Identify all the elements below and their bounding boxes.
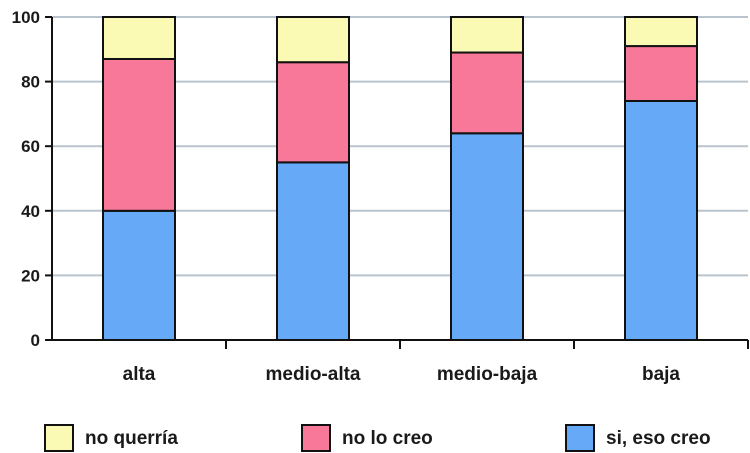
y-tick-label-0: 0 <box>31 331 40 350</box>
legend: no querría no lo creo si, eso creo <box>44 424 711 452</box>
bar-alta-no-lo-creo <box>102 57 176 212</box>
legend-item-si-eso-creo: si, eso creo <box>565 424 711 452</box>
bar-baja-si-eso-creo <box>624 99 698 342</box>
bar-medio-baja-no-lo-creo <box>450 51 524 135</box>
y-tick-label-100: 100 <box>12 8 40 27</box>
y-tick-label-80: 80 <box>21 73 40 92</box>
x-category-labels: alta medio-alta medio-baja baja <box>123 364 681 385</box>
axes <box>45 16 749 349</box>
bar-medio-alta-no-lo-creo <box>276 61 350 164</box>
y-tick-labels: 0 20 40 60 80 100 <box>12 8 40 350</box>
y-tick-label-60: 60 <box>21 137 40 156</box>
bar-medio-alta-no-querria <box>276 16 350 64</box>
bar-medio-alta-si-eso-creo <box>276 161 350 341</box>
bar-medio-baja-si-eso-creo <box>450 132 524 341</box>
bar-baja-no-querria <box>624 16 698 48</box>
bar-alta-si-eso-creo <box>102 209 176 341</box>
legend-label-no-lo-creo: no lo creo <box>342 428 433 449</box>
legend-item-no-lo-creo: no lo creo <box>301 424 433 452</box>
bar-medio-baja-no-querria <box>450 16 524 54</box>
legend-label-no-querria: no querría <box>85 428 178 449</box>
x-label-baja: baja <box>642 364 680 385</box>
y-tick-label-40: 40 <box>21 202 40 221</box>
legend-item-no-querria: no querría <box>44 424 178 452</box>
x-label-medio-baja: medio-baja <box>437 364 538 385</box>
x-label-alta: alta <box>123 364 156 385</box>
legend-swatch-no-querria <box>44 424 74 452</box>
bar-baja-no-lo-creo <box>624 45 698 102</box>
bar-alta-no-querria <box>102 16 176 60</box>
legend-swatch-si-eso-creo <box>565 424 595 452</box>
legend-label-si-eso-creo: si, eso creo <box>606 428 711 449</box>
x-label-medio-alta: medio-alta <box>265 364 360 385</box>
bars <box>102 16 698 342</box>
legend-swatch-no-lo-creo <box>301 424 331 452</box>
y-tick-label-20: 20 <box>21 266 40 285</box>
